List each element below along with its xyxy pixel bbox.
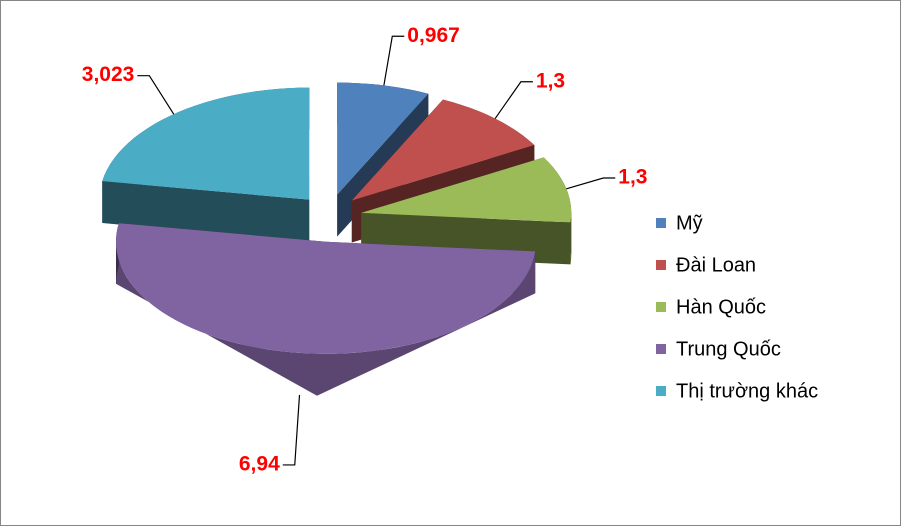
legend-swatch (656, 260, 666, 270)
leader-line (383, 35, 405, 86)
legend-swatch (656, 386, 666, 396)
legend-swatch (656, 302, 666, 312)
slice (116, 223, 536, 354)
legend-label: Đài Loan (676, 254, 756, 276)
legend-swatch (656, 218, 666, 228)
legend-label: Trung Quốc (676, 338, 781, 360)
legend-swatch (656, 344, 666, 354)
legend-label: Mỹ (676, 212, 703, 234)
slice-wall (116, 241, 536, 396)
data-label: 0,967 (407, 24, 460, 47)
leader-line (494, 81, 533, 119)
data-label: 1,3 (536, 69, 565, 92)
legend-label: Hàn Quốc (676, 296, 766, 318)
slice (351, 99, 535, 201)
data-label: 1,3 (618, 166, 647, 189)
data-label: 3,023 (82, 63, 135, 86)
slice (102, 87, 310, 200)
legend-label: Thị trường khác (676, 380, 818, 402)
slice (337, 82, 429, 195)
slice (361, 157, 572, 223)
leader-line (566, 177, 616, 190)
leader-line (137, 75, 175, 115)
leader-line (282, 394, 301, 466)
data-label: 6,94 (239, 452, 280, 475)
